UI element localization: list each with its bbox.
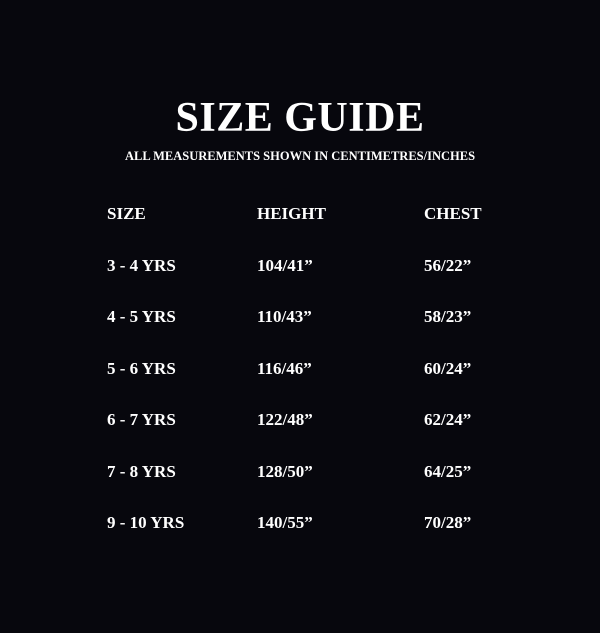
cell-chest: 70/28”: [424, 513, 472, 532]
cell-size: 3 - 4 YRS: [107, 256, 176, 275]
header-size: SIZE: [107, 204, 146, 223]
cell-size: 9 - 10 YRS: [107, 513, 185, 532]
cell-size: 6 - 7 YRS: [107, 410, 176, 430]
page-title: SIZE GUIDE: [175, 95, 425, 141]
cell-height: 128/50”: [257, 461, 313, 481]
header-chest: CHEST: [424, 204, 482, 223]
cell-chest: 64/25”: [424, 461, 472, 481]
cell-chest: 56/22”: [424, 256, 472, 275]
cell-height: 140/55”: [257, 513, 313, 532]
cell-height: 110/43”: [257, 307, 312, 327]
cell-size: 7 - 8 YRS: [107, 461, 176, 481]
cell-size: 4 - 5 YRS: [107, 307, 176, 327]
cell-chest: 62/24”: [424, 410, 472, 430]
cell-height: 122/48”: [257, 410, 313, 430]
cell-chest: 58/23”: [424, 307, 472, 327]
cell-height: 116/46”: [257, 358, 312, 378]
cell-chest: 60/24”: [424, 358, 472, 378]
cell-size: 5 - 6 YRS: [107, 358, 176, 378]
header-height: HEIGHT: [257, 204, 326, 223]
subtitle: ALL MEASUREMENTS SHOWN IN CENTIMETRES/IN…: [124, 149, 476, 163]
cell-height: 104/41”: [257, 256, 313, 275]
